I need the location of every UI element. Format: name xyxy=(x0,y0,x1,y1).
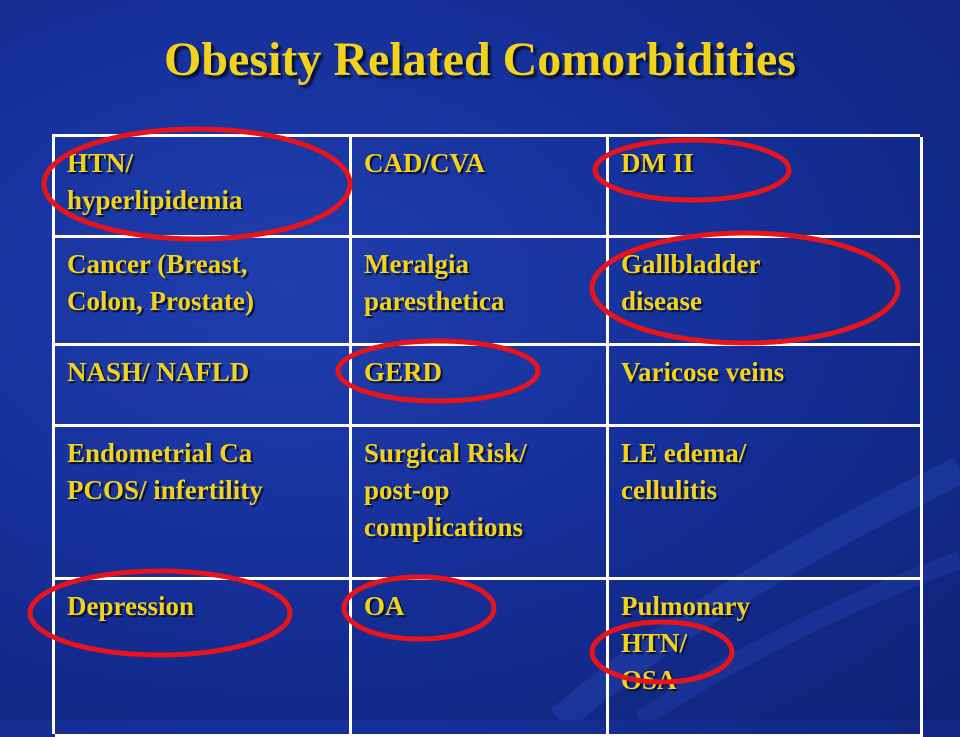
slide-title: Obesity Related Comorbidities xyxy=(164,33,796,86)
table-cell: Gallbladder disease xyxy=(609,238,923,346)
table-cell: HTN/ hyperlipidemia xyxy=(55,137,352,238)
table-cell: LE edema/ cellulitis xyxy=(609,427,923,580)
table-cell: Depression xyxy=(55,580,352,737)
table-cell: Endometrial Ca PCOS/ infertility xyxy=(55,427,352,580)
comorbidities-table: HTN/ hyperlipidemia CAD/CVA DM II Cancer… xyxy=(52,134,923,737)
table-cell: CAD/CVA xyxy=(352,137,609,238)
table-cell: OA xyxy=(352,580,609,737)
table-cell: Pulmonary HTN/ OSA xyxy=(609,580,923,737)
table-cell: Surgical Risk/ post-op complications xyxy=(352,427,609,580)
table-cell: Cancer (Breast, Colon, Prostate) xyxy=(55,238,352,346)
table-cell: Varicose veins xyxy=(609,346,923,427)
table-cell: GERD xyxy=(352,346,609,427)
table-cell: NASH/ NAFLD xyxy=(55,346,352,427)
table-cell: DM II xyxy=(609,137,923,238)
table-cell: Meralgia paresthetica xyxy=(352,238,609,346)
